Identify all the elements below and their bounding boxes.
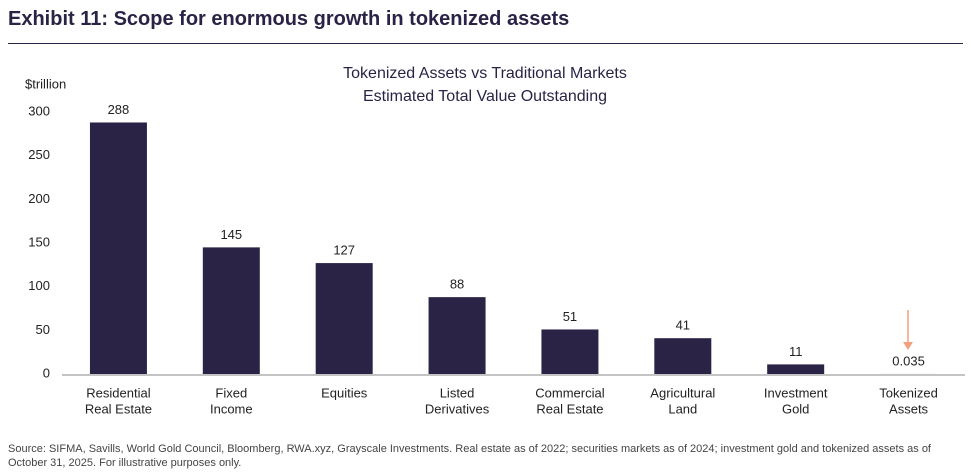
x-tick-label: Land (668, 401, 697, 416)
y-axis-label: $trillion (25, 76, 66, 91)
title-rule (8, 43, 963, 44)
x-tick-label: Derivatives (425, 401, 490, 416)
bar (654, 338, 712, 374)
x-tick-label: Assets (889, 401, 929, 416)
exhibit-title: Exhibit 11: Scope for enormous growth in… (8, 8, 570, 30)
chart-subtitle: Estimated Total Value Outstanding (363, 88, 607, 105)
bar (315, 263, 373, 374)
y-tick-label: 0 (43, 365, 50, 380)
value-label: 288 (108, 102, 130, 117)
value-label: 11 (789, 344, 803, 359)
x-tick-label: Gold (782, 401, 809, 416)
bar (767, 364, 825, 374)
value-label: 51 (563, 309, 577, 324)
x-tick-label: Investment (764, 385, 828, 400)
value-label: 41 (676, 318, 690, 333)
y-tick-label: 200 (28, 191, 50, 206)
source-note: Source: SIFMA, Savills, World Gold Counc… (8, 443, 931, 469)
x-tick-label: Tokenized (879, 385, 938, 400)
value-label: 0.035 (892, 353, 925, 368)
x-tick-label: Equities (321, 385, 368, 400)
x-tick-label: Income (210, 401, 253, 416)
y-tick-label: 100 (28, 278, 50, 293)
x-tick-label: Residential (86, 385, 150, 400)
y-tick-label: 50 (36, 322, 50, 337)
bar (89, 122, 147, 374)
value-label: 88 (450, 277, 464, 292)
x-tick-label: Commercial (535, 385, 604, 400)
value-label: 145 (220, 227, 242, 242)
value-label: 127 (333, 243, 355, 258)
chart: Tokenized Assets vs Traditional Markets … (25, 65, 965, 416)
x-tick-label: Real Estate (536, 401, 603, 416)
bar (541, 329, 599, 374)
x-tick-label: Listed (440, 385, 475, 400)
x-tick-label: Real Estate (85, 401, 152, 416)
y-tick-label: 150 (28, 234, 50, 249)
bar (202, 247, 260, 374)
annotation-arrow (903, 310, 913, 350)
chart-title: Tokenized Assets vs Traditional Markets (343, 65, 627, 82)
x-tick-label: Fixed (215, 385, 247, 400)
y-tick-label: 300 (28, 103, 50, 118)
x-tick-label: Agricultural (650, 385, 715, 400)
y-tick-label: 250 (28, 147, 50, 162)
bar (428, 297, 486, 374)
